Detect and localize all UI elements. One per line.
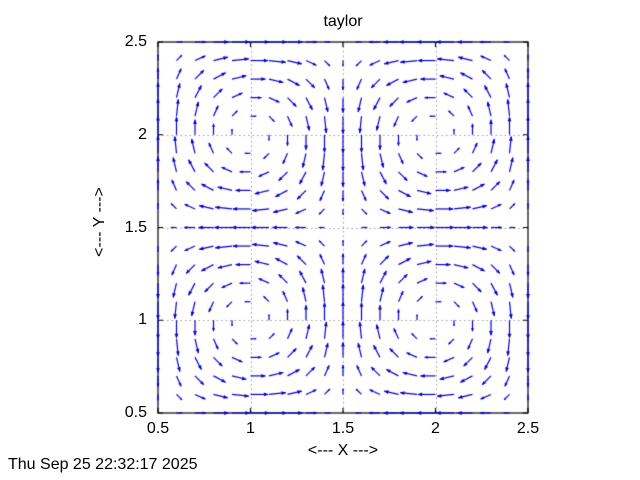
plot-title: taylor (323, 13, 363, 30)
x-tick-label: 2.5 (516, 420, 540, 437)
y-tick-label: 2.5 (124, 33, 147, 50)
y-tick-label: 1 (138, 311, 147, 329)
x-axis-label: <--- X ---> (307, 442, 379, 459)
y-tick-label: 0.5 (124, 404, 147, 421)
y-tick-label: 1.5 (124, 218, 147, 236)
y-tick-label: 2 (138, 125, 147, 143)
x-tick-label: 1.5 (331, 420, 355, 437)
timestamp-label: Thu Sep 25 22:32:17 2025 (8, 456, 198, 473)
x-tick-label: 1 (246, 420, 255, 437)
x-tick-label: 2 (431, 420, 440, 437)
x-tick-label: 0.5 (146, 420, 170, 437)
